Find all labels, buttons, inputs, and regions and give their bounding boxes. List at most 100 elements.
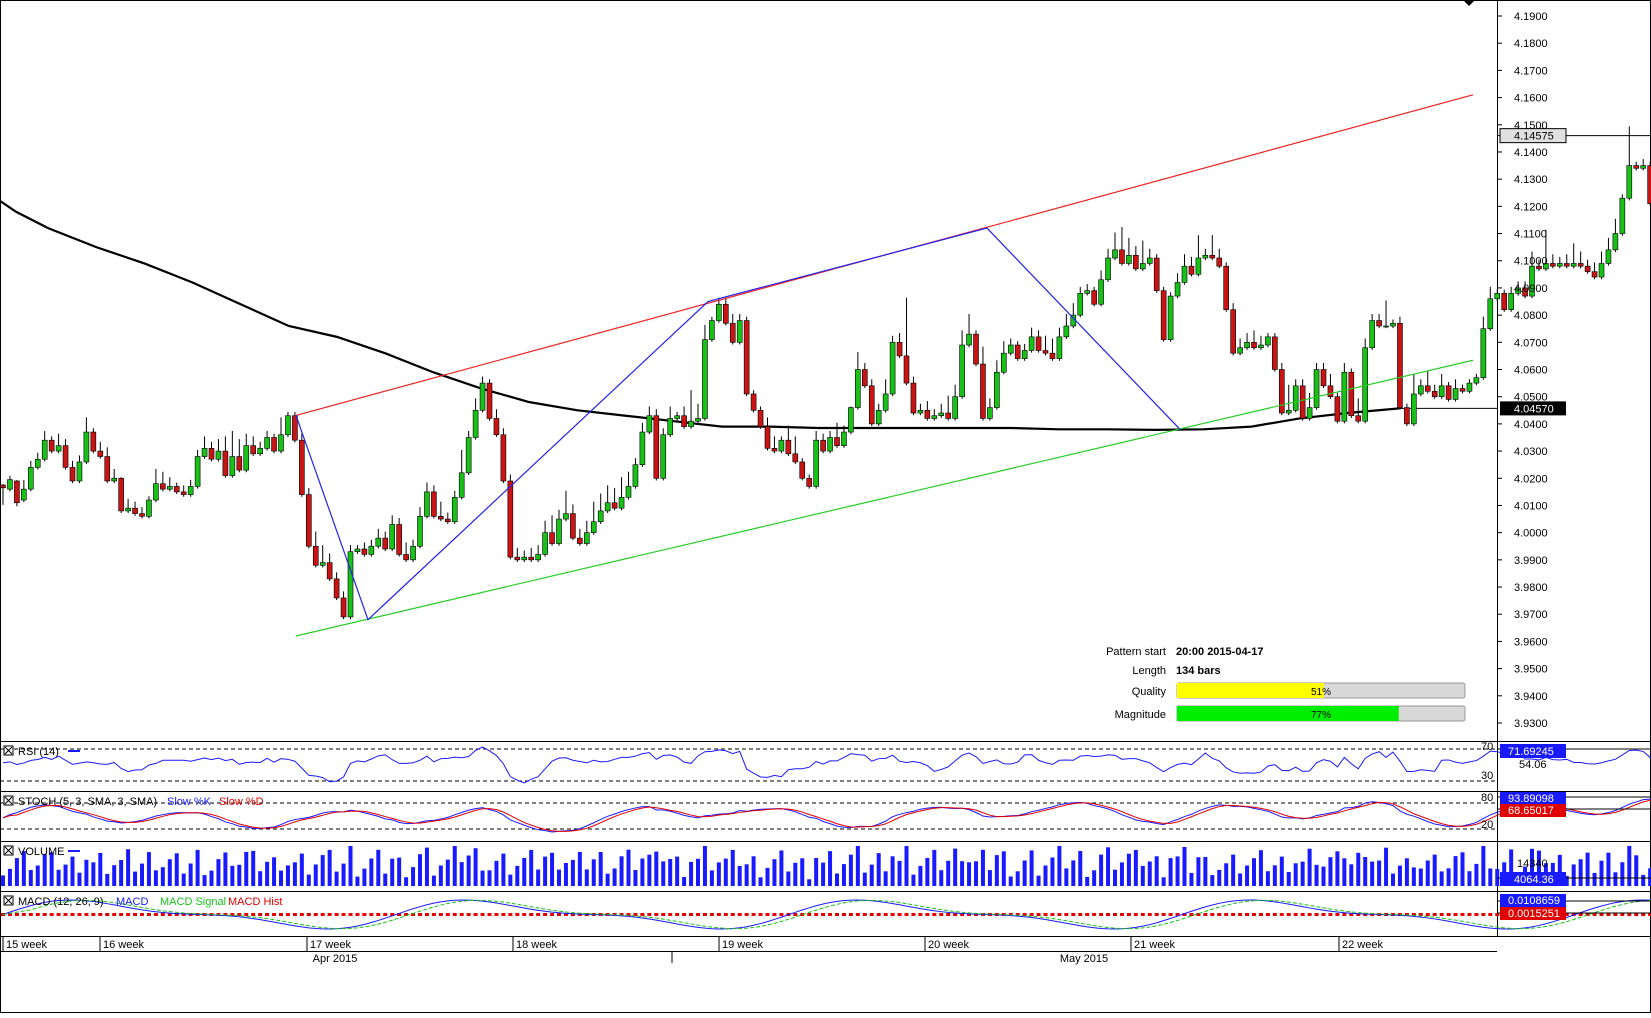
stoch-k-value-label: 93.89098 <box>1508 793 1554 805</box>
candle-body <box>84 432 89 462</box>
candle-body <box>341 598 346 617</box>
macd-hist-bar <box>550 913 554 916</box>
volume-bar <box>203 875 207 886</box>
macd-hist-bar <box>745 913 749 916</box>
macd-hist-bar <box>898 913 902 916</box>
candle-body <box>1550 263 1555 266</box>
macd-hist-bar <box>543 913 547 916</box>
macd-hist-bar <box>43 913 47 916</box>
macd-hist-bar <box>1231 913 1235 916</box>
price-tick-label: 4.1700 <box>1514 65 1548 77</box>
volume-bar <box>453 846 457 886</box>
candle-body <box>577 538 582 543</box>
volume-bar <box>98 853 102 886</box>
candle-body <box>1377 321 1382 326</box>
volume-bar <box>467 856 471 887</box>
volume-bar <box>390 859 394 886</box>
quality-value: 51% <box>1311 687 1331 698</box>
candle-body <box>1592 272 1597 277</box>
volume-bar <box>779 851 783 887</box>
candle-body <box>244 446 249 470</box>
volume-bar <box>522 858 526 886</box>
volume-bar <box>1189 873 1193 886</box>
macd-hist-bar <box>314 913 318 916</box>
macd-hist-bar <box>64 913 68 916</box>
candle-body <box>550 533 555 544</box>
macd-hist-bar <box>258 913 262 916</box>
stoch-title: STOCH (5, 3, SMA, 3, SMA) <box>18 796 157 808</box>
candle-body <box>1404 408 1409 424</box>
volume-bar <box>1634 855 1638 886</box>
candle-body <box>1092 291 1097 305</box>
price-axis: 4.19004.18004.17004.16004.15004.14004.13… <box>1497 11 1548 730</box>
volume-bar <box>488 870 492 886</box>
candle-body <box>1363 348 1368 421</box>
candle-body <box>960 345 965 397</box>
macd-hist-bar <box>1050 913 1054 916</box>
volume-bar <box>1169 858 1173 886</box>
candle-body <box>800 462 805 478</box>
price-tick-label: 3.9300 <box>1514 718 1548 730</box>
macd-hist-bar <box>1030 913 1034 916</box>
volume-bar <box>689 862 693 886</box>
candle-body <box>70 467 75 481</box>
macd-hist-bar <box>1134 913 1138 916</box>
macd-hist-bar <box>870 913 874 916</box>
candle-body <box>890 342 895 394</box>
candle-body <box>306 495 311 547</box>
volume-bar <box>1433 855 1437 886</box>
candle-body <box>1300 386 1305 419</box>
candle-body <box>1356 416 1361 421</box>
macd-hist-bar <box>71 913 75 916</box>
candle-body <box>1557 263 1562 266</box>
macd-hist-bar <box>474 913 478 916</box>
candle-body <box>647 416 652 432</box>
macd-hist-bar <box>349 913 353 916</box>
candle-body <box>668 418 673 434</box>
candle-body <box>411 546 416 560</box>
volume-bar <box>349 846 353 886</box>
volume-bar <box>210 871 214 886</box>
candle-body <box>202 448 207 456</box>
candle-body <box>1564 263 1569 266</box>
candle-body <box>418 516 423 546</box>
volume-bar <box>1217 870 1221 886</box>
volume-bar <box>849 855 853 886</box>
candle-body <box>188 486 193 494</box>
stoch-d-value-label: 68.65017 <box>1508 805 1554 817</box>
volume-bar <box>1301 862 1305 886</box>
volume-bar <box>627 850 631 886</box>
macd-hist-bar <box>98 913 102 916</box>
volume-bar <box>578 852 582 886</box>
candle-body <box>1495 293 1500 298</box>
candle-body <box>140 514 145 517</box>
macd-hist-bar <box>828 913 832 916</box>
macd-hist-bar <box>36 913 40 916</box>
price-tick-label: 4.1900 <box>1514 11 1548 23</box>
volume-bar <box>599 852 603 886</box>
candle-body <box>355 549 360 552</box>
candle-body <box>133 508 138 513</box>
candle-body <box>1168 296 1173 340</box>
volume-bar <box>759 877 763 886</box>
macd-hist-bar <box>814 913 818 916</box>
volume-bar <box>293 862 297 886</box>
volume-bar <box>1078 851 1082 886</box>
candle-body <box>1224 266 1229 310</box>
macd-hist-bar <box>654 913 658 916</box>
month-label: Apr 2015 <box>313 953 358 965</box>
candle-body <box>661 435 666 479</box>
macd-hist-bar <box>696 913 700 916</box>
volume-bar <box>216 859 220 886</box>
macd-hist-bar <box>849 913 853 916</box>
volume-bar <box>1224 863 1228 886</box>
candle-body <box>91 432 96 451</box>
macd-hist-bar <box>328 913 332 916</box>
candle-body <box>1571 263 1576 266</box>
volume-bar <box>786 872 790 887</box>
volume-bar <box>369 859 373 887</box>
candle-body <box>1085 291 1090 294</box>
price-tick-label: 4.0500 <box>1514 392 1548 404</box>
